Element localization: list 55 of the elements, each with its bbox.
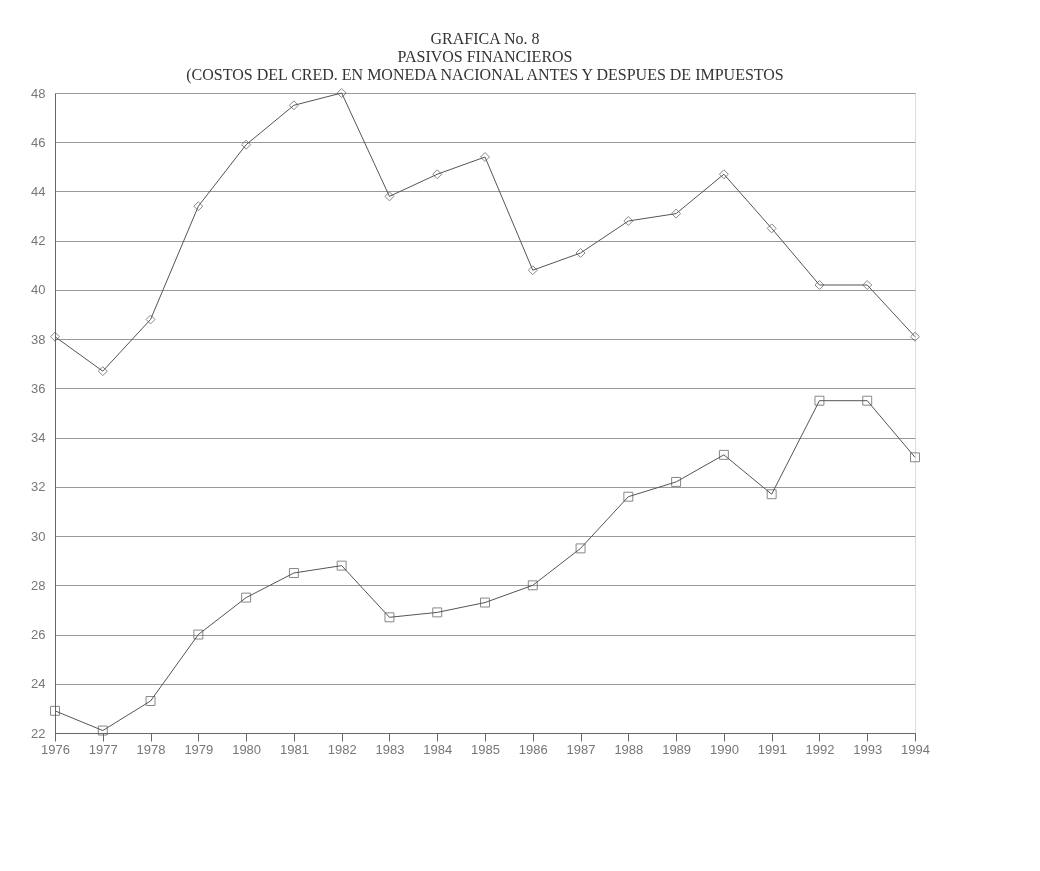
point bbox=[288, 568, 299, 578]
x-tick-label: 1980 bbox=[232, 741, 262, 757]
text: PASIVOS FINANCIEROS bbox=[397, 47, 573, 65]
y-tick-label: 36 bbox=[31, 380, 46, 396]
y-tick-label: 48 bbox=[31, 85, 46, 101]
point bbox=[575, 543, 586, 554]
x-tick-label: 1981 bbox=[279, 741, 309, 757]
point bbox=[718, 449, 729, 460]
y-tick-label: 30 bbox=[31, 528, 46, 544]
point bbox=[527, 580, 538, 591]
x-tick-label: 1994 bbox=[901, 741, 930, 757]
x-tick-label: 1985 bbox=[471, 741, 500, 757]
point bbox=[50, 705, 60, 716]
point bbox=[623, 491, 634, 502]
point bbox=[432, 607, 443, 618]
x-tick-label: 1990 bbox=[709, 741, 739, 757]
x-tick-label: 1986 bbox=[518, 741, 548, 757]
x-tick-label: 1979 bbox=[184, 741, 214, 757]
y-tick-label: 26 bbox=[31, 627, 46, 643]
x-tick-label: 1987 bbox=[566, 741, 596, 757]
point bbox=[766, 489, 777, 500]
point bbox=[241, 592, 252, 603]
y-tick-label: 46 bbox=[31, 134, 46, 150]
y-tick-label: 32 bbox=[31, 479, 46, 495]
x-tick-label: 1989 bbox=[662, 741, 692, 757]
y-tick-label: 24 bbox=[31, 676, 46, 692]
x-tick-label: 1978 bbox=[136, 741, 166, 757]
x-tick-label: 1983 bbox=[375, 741, 405, 757]
y-tick-label: 38 bbox=[31, 331, 46, 347]
y-tick-label: 28 bbox=[31, 577, 46, 593]
y-tick-label: 34 bbox=[31, 430, 46, 446]
point bbox=[910, 452, 920, 463]
x-tick-label: 1976 bbox=[41, 741, 70, 757]
x-tick-label: 1992 bbox=[805, 741, 835, 757]
x-tick-label: 1993 bbox=[853, 741, 883, 757]
y-tick-label: 42 bbox=[31, 233, 46, 249]
point bbox=[384, 612, 395, 623]
point bbox=[671, 476, 682, 487]
x-tick-label: 1984 bbox=[423, 741, 453, 757]
text: (COSTOS DEL CRED. EN MONEDA NACIONAL ANTES Y DESPUES DE IMPUESTOS bbox=[186, 65, 784, 83]
y-tick-label: 44 bbox=[31, 183, 46, 199]
point bbox=[480, 597, 490, 608]
x-tick-label: 1988 bbox=[614, 741, 644, 757]
point bbox=[336, 560, 347, 571]
point bbox=[145, 696, 156, 706]
text: GRAFICA No. 8 bbox=[430, 29, 540, 47]
y-tick-label: 22 bbox=[31, 725, 46, 741]
x-tick-label: 1991 bbox=[757, 741, 787, 757]
point bbox=[814, 395, 825, 406]
x-tick-label: 1982 bbox=[327, 741, 357, 757]
x-tick-label: 1977 bbox=[88, 741, 118, 757]
point bbox=[193, 629, 204, 640]
y-tick-label: 40 bbox=[31, 282, 46, 298]
point bbox=[97, 725, 108, 736]
point bbox=[862, 395, 873, 406]
